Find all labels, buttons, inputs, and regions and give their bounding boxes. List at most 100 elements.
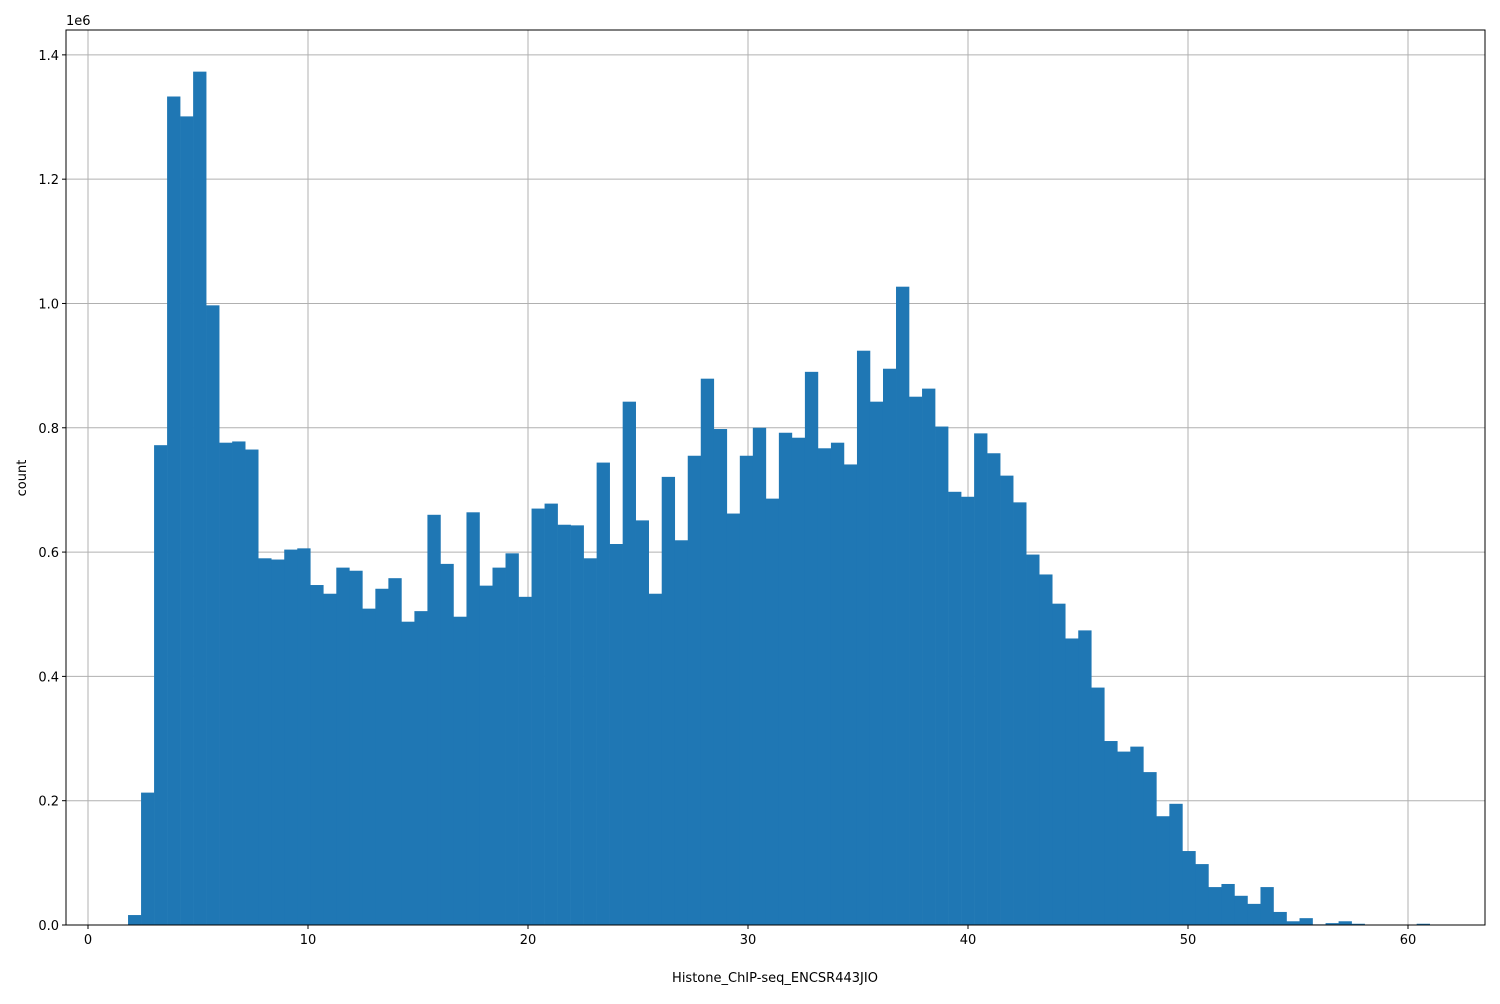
histogram-bar — [961, 496, 975, 925]
histogram-bar — [830, 442, 845, 925]
x-tick-label: 0 — [84, 933, 92, 948]
histogram-bar — [739, 455, 754, 925]
histogram-bar — [1156, 816, 1170, 925]
histogram-bar — [726, 513, 741, 925]
histogram-bar — [284, 549, 298, 925]
y-axis-label: count — [15, 460, 30, 497]
histogram-bar — [817, 448, 832, 925]
histogram-bar — [570, 525, 584, 925]
bars — [128, 71, 1430, 926]
x-tick-label: 40 — [960, 933, 977, 948]
histogram-bar — [401, 621, 415, 925]
histogram-bar — [505, 553, 519, 925]
histogram-bar — [271, 559, 285, 925]
histogram-bar — [1026, 554, 1040, 925]
histogram-bar — [661, 476, 676, 925]
histogram-bar — [479, 585, 493, 925]
histogram-bar — [1325, 923, 1339, 925]
histogram-bar — [974, 433, 988, 925]
histogram-bar — [1130, 746, 1144, 925]
histogram-bar — [466, 512, 480, 925]
histogram-bar — [232, 441, 246, 925]
histogram-bar — [596, 462, 610, 925]
histogram-bar — [700, 378, 715, 925]
histogram-bar — [909, 396, 923, 925]
histogram-bar — [1195, 864, 1209, 925]
histogram-bar — [843, 464, 858, 925]
histogram-bar — [349, 570, 363, 925]
histogram-bar — [1143, 772, 1157, 925]
histogram-bar — [935, 426, 949, 925]
histogram-bar — [167, 96, 181, 925]
y-offset-label: 1e6 — [66, 14, 91, 29]
y-tick-label: 0.6 — [38, 546, 59, 561]
histogram-bar — [1039, 574, 1053, 925]
histogram-bar — [1260, 887, 1274, 925]
histogram-bar — [674, 540, 689, 925]
histogram-bar — [297, 548, 311, 925]
histogram-bar — [922, 388, 936, 925]
y-tick-label: 0.0 — [38, 919, 59, 934]
x-tick-label: 50 — [1180, 933, 1197, 948]
histogram-bar — [1182, 851, 1196, 925]
histogram-bar — [687, 455, 702, 925]
x-axis-label: Histone_ChIP-seq_ENCSR443JIO — [672, 971, 878, 986]
histogram-bar — [1338, 921, 1352, 925]
histogram-bar — [609, 544, 623, 925]
histogram-bar — [128, 915, 142, 925]
histogram-bar — [648, 593, 663, 925]
histogram-bar — [531, 508, 545, 925]
histogram-bar — [1286, 921, 1300, 925]
histogram-bar — [713, 429, 728, 925]
histogram-bar — [362, 608, 376, 925]
histogram-bar — [492, 567, 506, 925]
histogram-bar — [557, 524, 571, 925]
histogram-bar — [896, 286, 910, 925]
y-tick-label: 0.4 — [38, 670, 59, 685]
histogram-bar — [193, 71, 207, 926]
histogram-bar — [1013, 502, 1027, 925]
histogram-bar — [1234, 895, 1248, 925]
y-tick-label: 1.2 — [38, 173, 59, 188]
histogram-bar — [427, 514, 441, 925]
histogram-bar — [180, 116, 194, 926]
histogram-bar — [1208, 887, 1222, 925]
histogram-bar — [388, 578, 402, 925]
histogram-bar — [206, 305, 220, 925]
y-tick-label: 1.0 — [38, 297, 59, 312]
x-tick-label: 60 — [1400, 933, 1417, 948]
histogram-bar — [765, 498, 780, 925]
histogram-bar — [453, 616, 467, 925]
histogram-bar — [323, 593, 337, 925]
histogram-bar — [752, 427, 767, 925]
histogram-bar — [1117, 751, 1131, 925]
histogram-bar — [622, 401, 636, 926]
histogram-bar — [1247, 903, 1261, 925]
histogram-bar — [869, 401, 884, 926]
histogram-bar — [778, 432, 793, 925]
histogram-bar — [258, 558, 272, 925]
histogram-bar — [245, 449, 259, 925]
x-tick-label: 30 — [740, 933, 757, 948]
y-tick-label: 0.2 — [38, 795, 59, 810]
histogram-bar — [310, 585, 324, 925]
histogram-bar — [791, 437, 806, 925]
histogram-bar — [1000, 475, 1014, 925]
histogram-bar — [414, 611, 428, 925]
histogram-bar — [1221, 883, 1235, 925]
histogram-bar — [804, 371, 819, 925]
histogram-bar — [1416, 923, 1430, 925]
y-tick-label: 0.8 — [38, 422, 59, 437]
histogram-bar — [635, 520, 650, 925]
histogram-bar — [1169, 803, 1183, 925]
histogram-bar — [1351, 923, 1365, 925]
histogram-bar — [1091, 687, 1105, 925]
histogram-bar — [1273, 911, 1287, 925]
histogram-bar — [948, 491, 962, 925]
histogram-bar — [440, 563, 454, 925]
x-tick-label: 20 — [520, 933, 537, 948]
histogram-bar — [375, 588, 389, 925]
x-tick-label: 10 — [300, 933, 317, 948]
histogram-bar — [882, 368, 897, 925]
